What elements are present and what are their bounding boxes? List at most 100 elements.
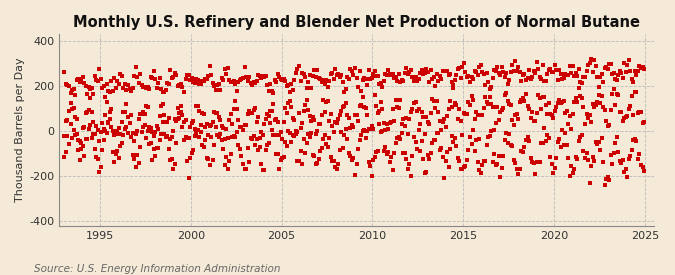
Point	[202, 74, 213, 78]
Point	[194, 135, 205, 139]
Point	[248, 134, 259, 138]
Point	[458, 165, 469, 170]
Point	[500, 93, 510, 98]
Point	[321, 77, 331, 82]
Point	[368, 72, 379, 76]
Point	[238, 162, 248, 166]
Point	[79, 125, 90, 129]
Point	[167, 157, 178, 161]
Point	[424, 157, 435, 161]
Point	[406, 174, 416, 178]
Point	[135, 72, 146, 77]
Point	[115, 72, 126, 76]
Point	[211, 111, 221, 115]
Point	[209, 143, 219, 147]
Point	[630, 90, 641, 94]
Point	[183, 135, 194, 140]
Point	[77, 144, 88, 148]
Point	[504, 102, 515, 106]
Point	[262, 112, 273, 116]
Point	[345, 67, 356, 72]
Point	[496, 108, 507, 112]
Point	[469, 69, 480, 73]
Point	[290, 129, 301, 133]
Point	[182, 136, 192, 140]
Point	[150, 154, 161, 158]
Point	[136, 130, 147, 134]
Point	[161, 87, 171, 92]
Point	[604, 177, 615, 182]
Point	[390, 141, 401, 145]
Point	[261, 117, 271, 121]
Point	[468, 128, 479, 132]
Point	[333, 117, 344, 121]
Point	[100, 113, 111, 117]
Point	[168, 167, 179, 171]
Point	[562, 143, 572, 148]
Point	[581, 151, 592, 155]
Point	[358, 76, 369, 80]
Point	[99, 84, 109, 88]
Point	[352, 147, 363, 151]
Point	[381, 73, 392, 77]
Point	[481, 99, 492, 104]
Point	[76, 147, 86, 152]
Point	[354, 138, 365, 142]
Point	[186, 75, 197, 80]
Point	[524, 106, 535, 111]
Point	[568, 112, 578, 116]
Point	[156, 104, 167, 108]
Point	[512, 167, 522, 171]
Point	[616, 109, 626, 114]
Point	[307, 153, 318, 157]
Point	[520, 91, 531, 96]
Point	[192, 128, 203, 132]
Point	[301, 86, 312, 90]
Point	[486, 128, 497, 133]
Point	[306, 131, 317, 135]
Point	[273, 152, 284, 156]
Point	[414, 71, 425, 75]
Point	[368, 158, 379, 162]
Point	[244, 109, 254, 113]
Point	[580, 122, 591, 126]
Point	[518, 95, 529, 100]
Point	[213, 82, 224, 86]
Point	[408, 134, 419, 139]
Point	[286, 139, 297, 144]
Point	[587, 155, 598, 160]
Point	[458, 61, 469, 66]
Point	[519, 145, 530, 150]
Point	[374, 109, 385, 113]
Point	[457, 65, 468, 70]
Point	[443, 107, 454, 111]
Point	[614, 158, 625, 163]
Point	[207, 120, 218, 124]
Point	[159, 113, 169, 117]
Point	[323, 145, 333, 149]
Point	[584, 180, 595, 185]
Point	[624, 157, 634, 161]
Point	[315, 122, 325, 126]
Point	[504, 131, 515, 136]
Point	[91, 155, 102, 159]
Point	[277, 155, 288, 160]
Point	[327, 159, 338, 164]
Point	[148, 69, 159, 74]
Point	[412, 109, 423, 113]
Point	[281, 84, 292, 88]
Point	[386, 72, 397, 77]
Point	[312, 161, 323, 166]
Point	[206, 135, 217, 139]
Point	[387, 167, 398, 172]
Point	[271, 80, 281, 85]
Point	[312, 68, 323, 72]
Point	[162, 120, 173, 124]
Point	[364, 163, 375, 168]
Point	[472, 160, 483, 164]
Point	[112, 149, 123, 153]
Point	[518, 73, 529, 77]
Point	[144, 142, 155, 147]
Point	[206, 123, 217, 128]
Point	[313, 156, 324, 161]
